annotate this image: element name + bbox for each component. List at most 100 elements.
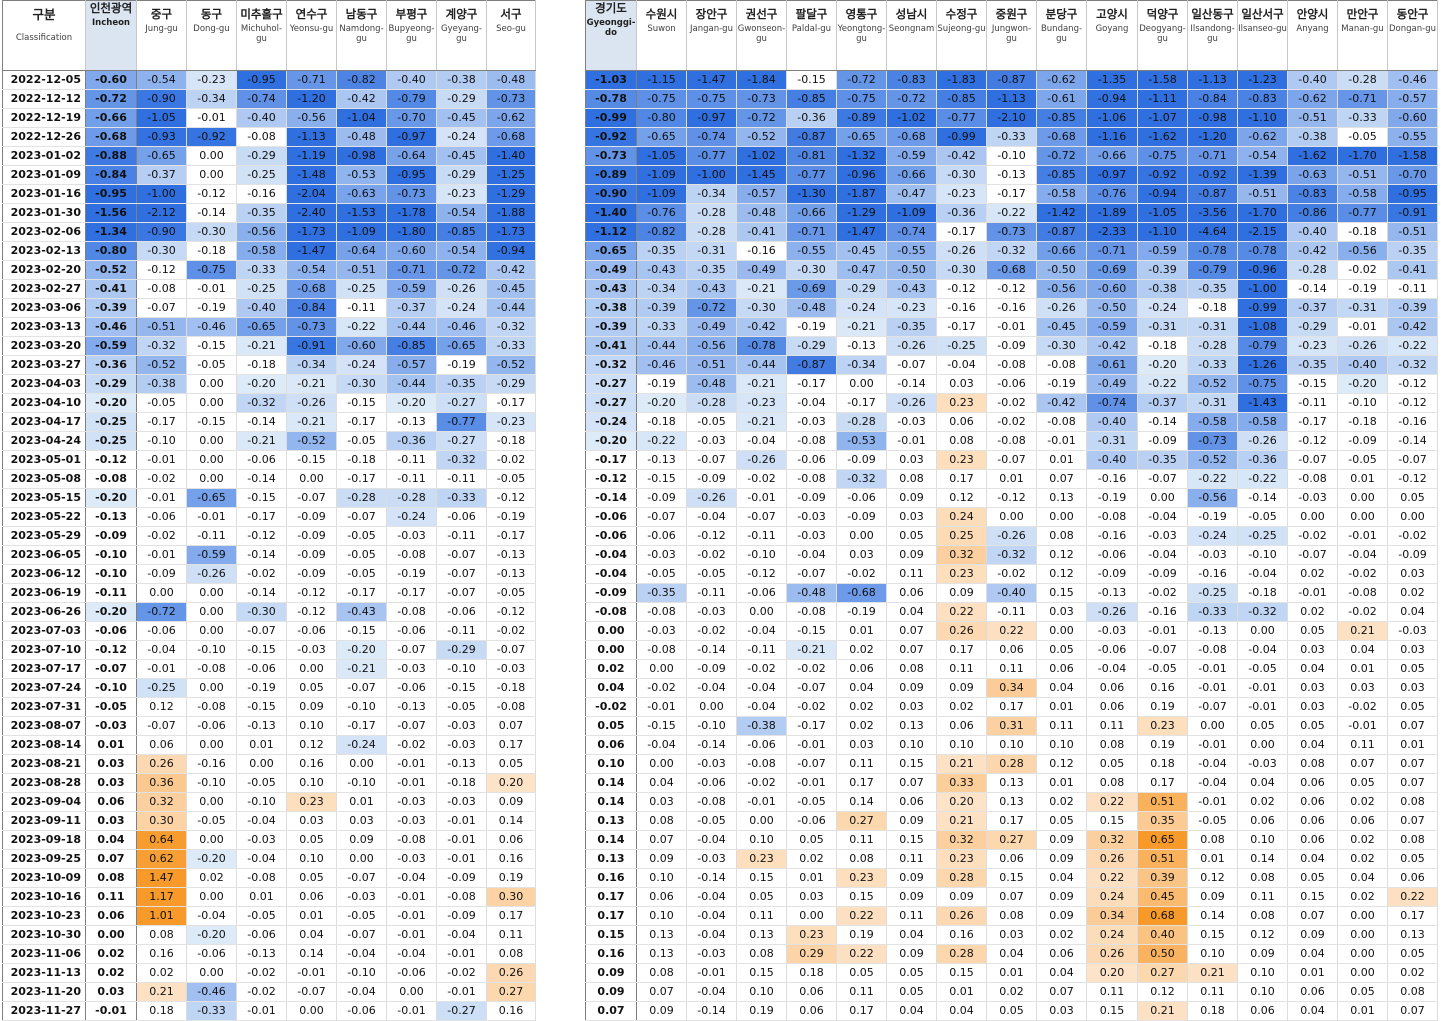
value-cell: -0.74	[886, 222, 937, 242]
value-cell: -0.22	[986, 203, 1037, 223]
value-cell: -0.26	[436, 279, 487, 299]
value-cell: -0.60	[1086, 279, 1138, 299]
value-cell: 0.11	[736, 906, 787, 926]
total-value-cell: -0.88	[85, 146, 137, 166]
value-cell: 0.07	[1387, 811, 1438, 831]
value-cell: -0.17	[336, 469, 387, 489]
value-cell: -0.29	[836, 279, 887, 299]
total-value-cell: 0.09	[585, 963, 637, 983]
table-row: 2023-07-17 -0.07 -0.01 -0.08 -0.06 0.00 -0.21-…	[2, 659, 536, 679]
value-cell: -0.40	[386, 70, 437, 90]
column-header: 영통구 Yeongtong-gu	[836, 0, 887, 71]
value-cell: 0.11	[1086, 716, 1138, 736]
value-cell: -0.42	[1387, 317, 1438, 337]
table-row: 0.02 0.00 -0.09 -0.02 -0.02 0.06 0.08 0.11 0.11 0…	[585, 659, 1438, 679]
value-cell: -0.19	[1337, 279, 1388, 299]
value-cell: -3.56	[1187, 203, 1238, 223]
value-cell: -0.01	[436, 849, 487, 869]
value-cell: -0.46	[186, 317, 237, 337]
value-cell: -0.73	[986, 222, 1037, 242]
value-cell: 0.14	[1187, 906, 1238, 926]
classification-label-en: Classification	[15, 33, 73, 43]
value-cell: -0.06	[436, 602, 487, 622]
total-value-cell: -0.20	[585, 431, 637, 451]
value-cell: 0.01	[1387, 735, 1438, 755]
date-cell: 2023-05-08	[2, 469, 86, 489]
value-cell: -0.11	[736, 526, 787, 546]
value-cell: -0.09	[1086, 564, 1138, 584]
value-cell: -0.55	[786, 241, 837, 261]
value-cell: 0.15	[936, 963, 987, 983]
total-value-cell: 0.09	[585, 982, 637, 1002]
total-value-cell: -0.27	[585, 393, 637, 413]
value-cell: 0.00	[1036, 507, 1087, 527]
value-cell: -0.04	[936, 355, 987, 375]
value-cell: -0.68	[486, 127, 536, 147]
value-cell: 0.08	[736, 944, 787, 964]
value-cell: -0.87	[786, 355, 837, 375]
value-cell: -0.01	[986, 317, 1037, 337]
total-value-cell: -0.11	[85, 583, 137, 603]
value-cell: -0.32	[836, 469, 887, 489]
value-cell: 0.00	[186, 887, 237, 907]
value-cell: 0.12	[1137, 982, 1188, 1002]
value-cell: -0.21	[236, 336, 287, 356]
value-cell: 0.08	[886, 659, 937, 679]
total-value-cell: -0.25	[85, 431, 137, 451]
date-cell: 2023-10-16	[2, 887, 86, 907]
value-cell: -0.08	[1036, 412, 1087, 432]
value-cell: -0.07	[386, 716, 437, 736]
value-cell: -0.01	[786, 735, 837, 755]
value-cell: 0.07	[1387, 716, 1438, 736]
value-cell: -0.20	[336, 640, 387, 660]
value-cell: -0.01	[386, 773, 437, 793]
date-cell: 2022-12-12	[2, 89, 86, 109]
value-cell: -0.10	[436, 659, 487, 679]
value-cell: -0.09	[286, 507, 337, 527]
table-row: -1.03 -1.15 -1.47 -1.84 -0.15 -0.72 -0.83 -1.83…	[585, 70, 1438, 90]
value-cell: -0.97	[686, 108, 737, 128]
value-cell: -0.26	[286, 393, 337, 413]
table-row: 2022-12-26 -0.68 -0.93 -0.92 -0.08 -1.13 -0.48…	[2, 127, 536, 147]
value-cell: -0.03	[786, 526, 837, 546]
value-cell: -0.58	[236, 241, 287, 261]
value-cell: -1.25	[486, 165, 536, 185]
value-cell: 0.04	[1287, 659, 1338, 679]
value-cell: -1.88	[486, 203, 536, 223]
value-cell: -0.28	[336, 488, 387, 508]
value-cell: -0.78	[1237, 241, 1288, 261]
value-cell: 0.09	[486, 792, 536, 812]
value-cell: -0.42	[1287, 241, 1338, 261]
value-cell: -0.46	[186, 982, 237, 1002]
value-cell: -0.52	[286, 431, 337, 451]
value-cell: -0.02	[636, 678, 687, 698]
value-cell: -0.08	[786, 469, 837, 489]
value-cell: -0.26	[886, 336, 937, 356]
value-cell: -0.17	[336, 412, 387, 432]
value-cell: -0.13	[1187, 621, 1238, 641]
value-cell: 0.20	[1086, 963, 1138, 983]
value-cell: 0.02	[986, 982, 1037, 1002]
value-cell: -0.05	[1337, 127, 1388, 147]
value-cell: -0.42	[1086, 336, 1138, 356]
value-cell: 0.01	[236, 887, 287, 907]
value-cell: -0.08	[186, 697, 237, 717]
value-cell: -0.08	[486, 697, 536, 717]
value-cell: 0.16	[936, 925, 987, 945]
value-cell: -0.17	[1287, 412, 1338, 432]
column-header: 중원구 Jungwon-gu	[986, 0, 1037, 71]
value-cell: -1.13	[1187, 70, 1238, 90]
column-header-en: Michuhol-gu	[240, 24, 283, 44]
value-cell: 0.06	[1287, 773, 1338, 793]
value-cell: 0.10	[936, 735, 987, 755]
value-cell: -0.13	[236, 716, 287, 736]
date-cell: 2023-07-10	[2, 640, 86, 660]
value-cell: -0.05	[186, 355, 237, 375]
value-cell: -0.10	[736, 545, 787, 565]
value-cell: -0.05	[686, 811, 737, 831]
value-cell: -0.08	[136, 279, 187, 299]
value-cell: 0.06	[1036, 659, 1087, 679]
value-cell: 0.12	[1237, 925, 1288, 945]
value-cell: 0.26	[486, 963, 536, 983]
value-cell: 1.17	[136, 887, 187, 907]
